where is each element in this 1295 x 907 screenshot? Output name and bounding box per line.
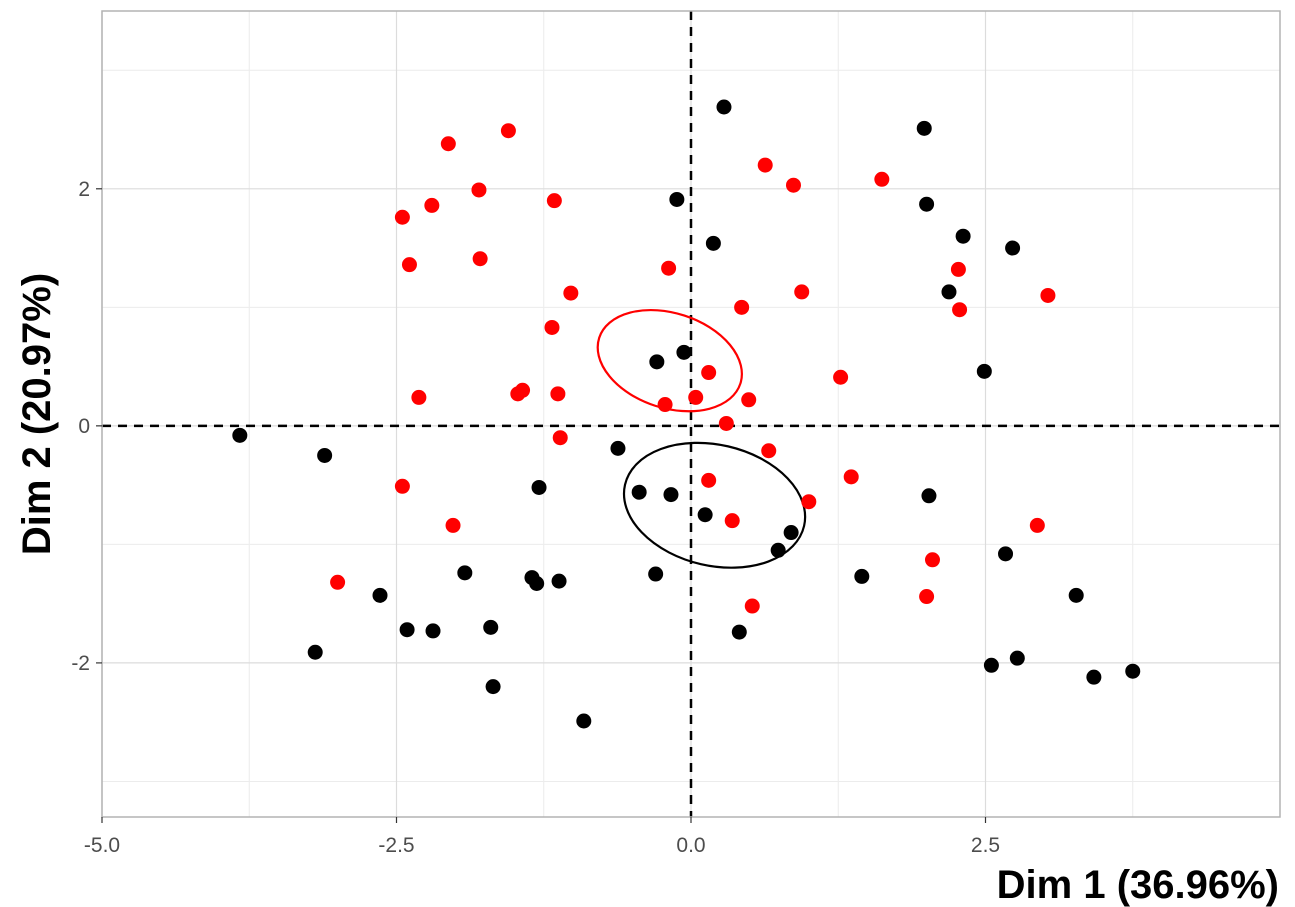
data-point [718,415,734,431]
data-point [983,657,999,673]
data-point [731,624,747,640]
data-points [232,99,1141,729]
x-axis-ticks: -5.0 -2.5 0.0 2.5 [84,817,1000,857]
data-point [744,598,760,614]
data-point [610,440,626,456]
data-point [529,575,545,591]
x-tick-label: -5.0 [84,834,120,857]
data-point [483,619,499,635]
data-point [1068,587,1084,603]
data-point [551,573,567,589]
data-point [472,251,488,267]
data-point [457,565,473,581]
data-point [794,284,810,300]
data-point [563,285,579,301]
data-point [916,120,932,136]
data-point [661,260,677,276]
x-tick-label: 2.5 [971,834,1000,857]
data-point [552,430,568,446]
data-point [741,392,757,408]
data-point [1009,650,1025,666]
data-point [1005,240,1021,256]
data-point [372,587,388,603]
data-point [854,568,870,584]
data-point [941,284,957,300]
y-tick-label: 2 [78,178,90,201]
data-point [676,344,692,360]
data-point [631,484,647,500]
data-point [734,299,750,315]
data-point [445,517,461,533]
data-point [440,136,456,152]
data-point [425,623,441,639]
data-point [471,182,487,198]
data-point [697,507,713,523]
data-point [1029,517,1045,533]
data-point [485,679,501,695]
x-tick-label: -2.5 [378,834,414,857]
data-point [976,363,992,379]
data-point [921,488,937,504]
data-point [657,397,673,413]
confidence-ellipse [622,441,807,569]
data-point [394,209,410,225]
data-point [716,99,732,115]
data-point [424,197,440,213]
data-point [401,257,417,273]
x-tick-label: 0.0 [676,834,705,857]
data-point [649,354,665,370]
data-point [510,386,526,402]
data-point [919,196,935,212]
data-point [801,494,817,510]
data-point [701,365,717,381]
data-point [701,472,717,488]
data-point [317,447,333,463]
data-point [411,389,427,405]
data-point [394,478,410,494]
y-axis-ticks: -2 0 2 [71,178,102,675]
data-point [648,566,664,582]
y-tick-label: -2 [71,652,90,675]
data-point [952,302,968,318]
data-point [688,389,704,405]
reference-lines [102,11,1280,817]
confidence-ellipses [596,308,807,569]
data-point [785,177,801,193]
data-point [919,589,935,605]
data-point [1086,669,1102,685]
data-point [757,157,773,173]
data-point [663,487,679,503]
data-point [705,235,721,251]
data-point [998,546,1014,562]
data-point [669,191,685,207]
data-point [874,171,890,187]
y-tick-label: 0 [78,415,90,438]
confidence-ellipse [596,308,743,413]
data-point [843,469,859,485]
data-point [724,513,740,529]
data-point [576,713,592,729]
data-point [544,319,560,335]
data-point [950,261,966,277]
data-point [833,369,849,385]
data-point [924,552,940,568]
y-axis-title: Dim 2 (20.97%) [15,273,59,555]
data-point [1040,287,1056,303]
data-point [550,386,566,402]
data-point [783,525,799,541]
data-point [500,123,516,139]
data-point [546,193,562,209]
data-point [955,228,971,244]
x-axis-title: Dim 1 (36.96%) [997,863,1279,907]
data-point [399,622,415,638]
data-point [232,427,248,443]
data-point [531,479,547,495]
data-point [330,574,346,590]
data-point [770,542,786,558]
data-point [761,443,777,459]
data-point [1125,663,1141,679]
data-point [307,644,323,660]
